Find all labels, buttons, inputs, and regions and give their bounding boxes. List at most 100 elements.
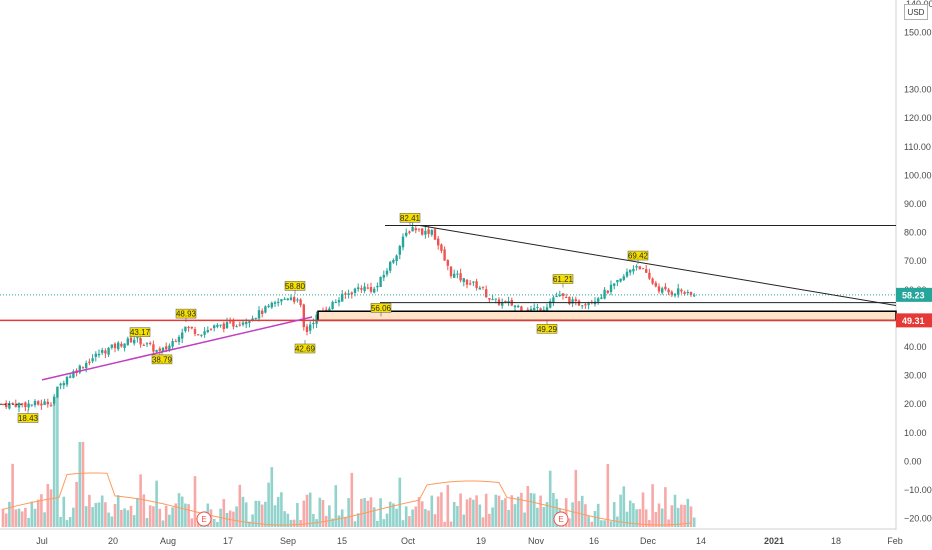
volume-bar <box>676 507 680 527</box>
candle-body <box>331 301 334 310</box>
volume-bar <box>232 511 235 527</box>
candle-body <box>24 402 27 408</box>
volume-bar <box>600 520 603 527</box>
time-axis[interactable]: Jul 20 Aug 17 Sep 15 Oct 19 Nov 16 Dec 14 2021 18 Feb <box>36 536 903 546</box>
pivot-label-text: 61.21 <box>553 275 574 284</box>
volume-bar <box>532 493 536 527</box>
candle-body <box>449 266 453 277</box>
candle-body <box>37 401 40 405</box>
candle-body <box>485 289 488 298</box>
volume-bar <box>644 509 648 527</box>
volume-bar <box>296 503 299 527</box>
candle-body <box>625 271 629 277</box>
candle-body <box>46 401 49 405</box>
volume-bar <box>155 480 158 527</box>
volume-bar <box>632 503 635 527</box>
y-tick-label: 150.00 <box>904 27 932 37</box>
pivot-label-text: 58.80 <box>285 282 306 291</box>
volume-bar <box>228 510 232 527</box>
volume-bar <box>353 521 357 527</box>
volume-bar <box>168 514 171 527</box>
earnings-marker-text: E <box>558 515 563 524</box>
volume-bar <box>177 493 181 527</box>
candle-body <box>558 294 561 296</box>
candle-body <box>334 302 337 304</box>
candle-body <box>299 299 302 306</box>
volume-bar <box>686 498 690 527</box>
candle-body <box>216 324 219 327</box>
candle-body <box>104 350 107 354</box>
candle-body <box>123 343 126 349</box>
candle-body <box>638 266 641 270</box>
volume-bar <box>494 494 498 527</box>
candle-body <box>376 285 379 288</box>
support-zone <box>317 310 897 322</box>
candle-body <box>94 353 97 357</box>
volume-bar <box>347 498 350 527</box>
candle-body <box>85 363 88 369</box>
volume-bar <box>308 492 312 527</box>
volume-bar <box>500 500 504 527</box>
candle-body <box>270 302 273 308</box>
pivot-label-text: 69.42 <box>628 252 649 261</box>
x-tick-label: 16 <box>589 536 599 546</box>
candle-body <box>446 260 449 266</box>
candle-body <box>11 403 14 405</box>
candle-body <box>689 292 693 295</box>
y-tick-label: −10.00 <box>904 485 932 495</box>
candle-body <box>120 343 123 347</box>
price-axis[interactable]: 150.00 130.00 120.00 110.00 100.00 90.00 80.00… <box>904 0 932 524</box>
x-tick-label: 2021 <box>764 536 784 546</box>
candle-body <box>430 230 433 235</box>
candle-body <box>341 293 344 302</box>
volume-bar <box>299 520 302 527</box>
volume-bar <box>113 504 117 527</box>
candle-body <box>158 348 161 351</box>
volume-bar <box>651 484 654 527</box>
volume-bar <box>584 504 587 527</box>
volume-bar <box>68 517 72 527</box>
volume-bar <box>475 495 478 527</box>
y-tick-label: 80.00 <box>904 228 927 238</box>
candle-body <box>667 289 670 293</box>
volume-bar <box>625 511 629 527</box>
volume-bar <box>388 501 392 527</box>
candle-body <box>280 299 283 302</box>
candle-body <box>680 289 683 292</box>
candle-body <box>491 299 494 301</box>
volume-bar <box>225 512 229 527</box>
candle-body <box>677 288 680 295</box>
candle-body <box>619 278 622 282</box>
volume-bar <box>392 503 395 527</box>
candle-body <box>539 308 542 311</box>
volume-bar <box>193 476 197 527</box>
volume-bar <box>680 504 683 527</box>
candle-body <box>549 301 552 308</box>
candle-body <box>424 230 427 235</box>
volume-bar <box>468 497 472 527</box>
candle-body <box>27 403 30 408</box>
candle-body <box>117 342 120 350</box>
candle-body <box>139 338 142 345</box>
candle-body <box>462 278 465 283</box>
candle-body <box>149 342 152 344</box>
currency-label[interactable]: USD <box>904 4 928 20</box>
candle-body <box>283 298 286 300</box>
volume-bar <box>372 507 376 527</box>
candle-body <box>545 307 549 311</box>
volume-bar <box>292 519 296 527</box>
volume-bar <box>132 515 136 527</box>
candle-body <box>686 292 689 294</box>
volume-bar <box>446 484 450 527</box>
volume-bar <box>689 506 693 527</box>
candle-body <box>145 343 149 345</box>
candle-body <box>433 229 437 240</box>
volume-bar <box>126 510 130 527</box>
volume-bar <box>72 507 75 527</box>
volume-bar <box>395 508 398 527</box>
candle-body <box>225 322 229 329</box>
volume-bar <box>596 503 600 527</box>
candle-body <box>213 325 216 329</box>
